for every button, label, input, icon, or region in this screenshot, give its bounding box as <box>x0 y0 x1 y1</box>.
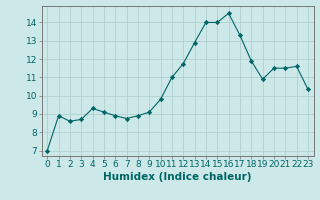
X-axis label: Humidex (Indice chaleur): Humidex (Indice chaleur) <box>103 172 252 182</box>
